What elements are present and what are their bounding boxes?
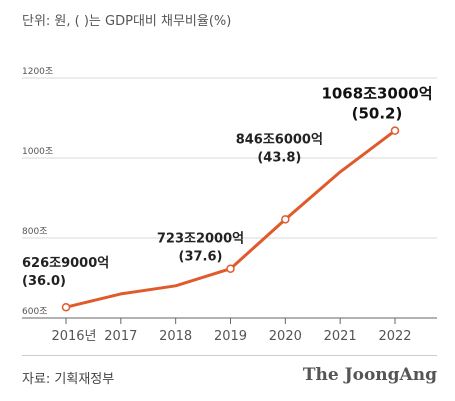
source-note: 자료: 기획재정부 bbox=[22, 372, 115, 387]
data-label: (37.6) bbox=[179, 250, 223, 265]
divider bbox=[22, 355, 437, 356]
series-line bbox=[64, 129, 397, 309]
data-label: 846조6000억 bbox=[236, 132, 323, 147]
x-tick-label: 2020 bbox=[269, 329, 302, 344]
y-tick-label: 1200조 bbox=[22, 67, 53, 77]
data-label: (36.0) bbox=[22, 274, 66, 289]
x-tick-label: 2022 bbox=[378, 329, 411, 344]
data-label: (43.8) bbox=[257, 150, 301, 165]
y-tick-label: 600조 bbox=[22, 307, 47, 317]
data-label: 723조2000억 bbox=[157, 232, 244, 247]
data-point-marker bbox=[61, 302, 71, 312]
x-tick-label: 2019 bbox=[214, 329, 247, 344]
data-point-marker bbox=[226, 264, 235, 273]
brand-logo: The JoongAng bbox=[302, 365, 437, 385]
data-label: (50.2) bbox=[352, 105, 403, 123]
x-tick-label: 2016년 bbox=[51, 329, 96, 344]
data-label: 626조9000억 bbox=[22, 256, 109, 271]
data-label: 1068조3000억 bbox=[321, 85, 432, 103]
x-tick-label: 2017 bbox=[104, 329, 137, 344]
unit-note: 단위: 원, ( )는 GDP대비 채무비율(%) bbox=[22, 14, 232, 29]
data-point-marker bbox=[390, 126, 400, 135]
y-tick-label: 1000조 bbox=[22, 147, 53, 157]
x-tick-label: 2021 bbox=[324, 329, 357, 344]
y-tick-label: 800조 bbox=[22, 227, 47, 237]
data-point-marker bbox=[281, 215, 290, 224]
x-tick-label: 2018 bbox=[159, 329, 192, 344]
